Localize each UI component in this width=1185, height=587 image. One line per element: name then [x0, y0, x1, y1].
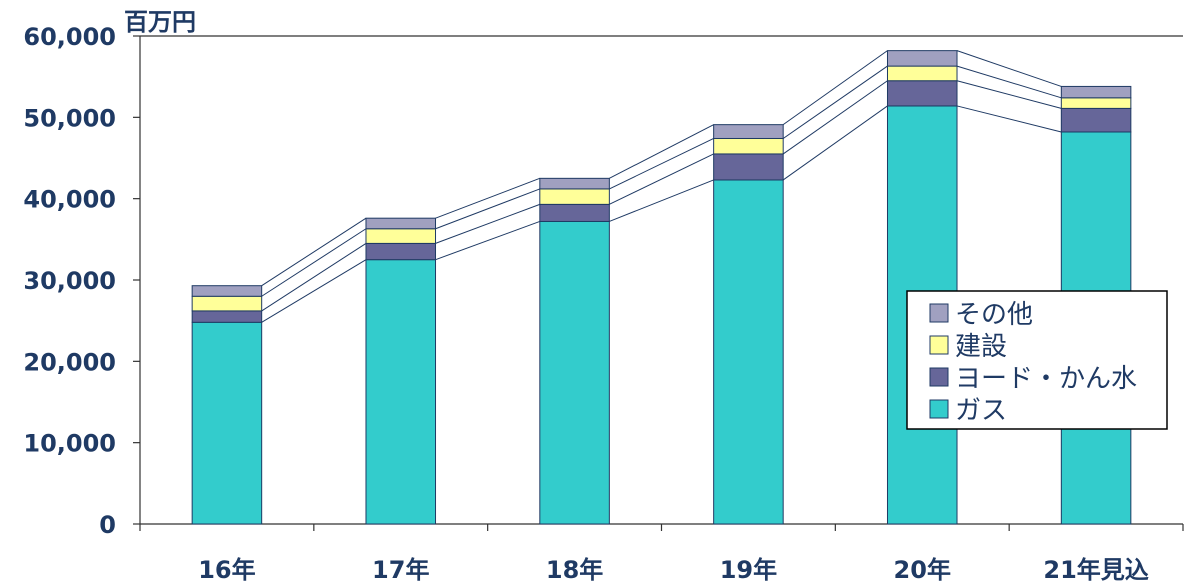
- legend-label: ガス: [955, 396, 1007, 426]
- legend-swatch: [929, 335, 949, 355]
- bar-segment: [191, 310, 263, 323]
- connector-line: [261, 242, 367, 312]
- bar-segment: [713, 179, 784, 525]
- bar-segment: [539, 177, 610, 190]
- bar-segment: [539, 188, 610, 205]
- axes: [139, 35, 1183, 525]
- bar-segment: [191, 295, 263, 312]
- bar-segment: [713, 153, 784, 181]
- y-tick-label: 60,000: [23, 23, 116, 51]
- legend-box: [906, 290, 1168, 430]
- bar-segment: [1060, 97, 1132, 109]
- connector-line: [956, 105, 1062, 133]
- connector-line: [782, 65, 888, 139]
- y-ticks: 0 10,000 20,000 30,000 40,000 50,000 60,000: [23, 23, 140, 539]
- connector-line: [609, 138, 714, 190]
- bar-segment: [191, 285, 263, 297]
- legend-swatch: [929, 303, 949, 323]
- bar-segment: [539, 203, 610, 222]
- legend-swatch: [929, 367, 949, 387]
- bar-segment: [365, 228, 437, 244]
- y-tick-label: 10,000: [23, 430, 116, 458]
- x-tick-label: 20年: [894, 556, 951, 584]
- bar-segment: [713, 124, 784, 139]
- connector-line: [956, 80, 1062, 109]
- connector-lines: [261, 50, 1062, 323]
- bar-segment: [1060, 107, 1132, 133]
- x-tick-label: 16年: [198, 556, 255, 584]
- connector-line: [782, 105, 888, 181]
- bar-segment: [886, 65, 958, 82]
- connector-line: [956, 50, 1062, 87]
- connector-line: [782, 50, 888, 126]
- connector-line: [435, 177, 540, 219]
- connector-line: [956, 65, 1062, 99]
- legend-label: その他: [955, 300, 1033, 330]
- connector-line: [435, 203, 540, 244]
- x-ticks: 16年 17年 18年 19年 20年 21年見込: [139, 524, 1184, 584]
- connector-line: [609, 124, 714, 179]
- connector-line: [435, 220, 540, 261]
- connector-line: [609, 179, 714, 222]
- bar-segment: [886, 80, 958, 107]
- bar-segment: [365, 217, 437, 230]
- bar-segment: [365, 242, 437, 261]
- connector-line: [435, 188, 540, 230]
- y-tick-label: 30,000: [23, 267, 116, 295]
- x-tick-label: 21年見込: [1043, 556, 1148, 584]
- connector-line: [261, 228, 367, 297]
- bar-segment: [365, 259, 437, 525]
- x-tick-label: 18年: [546, 556, 603, 584]
- connector-line: [261, 217, 367, 287]
- connector-line: [782, 80, 888, 155]
- x-tick-label: 17年: [372, 556, 429, 584]
- legend-swatch: [929, 399, 949, 419]
- y-tick-label: 50,000: [23, 104, 116, 132]
- x-tick-label: 19年: [720, 556, 777, 584]
- connector-line: [261, 259, 367, 323]
- y-tick-label: 40,000: [23, 186, 116, 214]
- bar-segment: [539, 220, 610, 525]
- legend-label: 建設: [955, 332, 1007, 362]
- y-unit-label: 百万円: [124, 8, 196, 36]
- bar-segment: [191, 321, 263, 525]
- legend-label: ヨード・かん水: [955, 364, 1137, 394]
- y-tick-label: 0: [99, 511, 116, 539]
- connector-line: [609, 153, 714, 205]
- bar-segment: [886, 50, 958, 67]
- y-tick-label: 20,000: [23, 348, 116, 376]
- bar-segment: [713, 137, 784, 155]
- bar-segment: [1060, 85, 1132, 99]
- bars: [191, 50, 1132, 525]
